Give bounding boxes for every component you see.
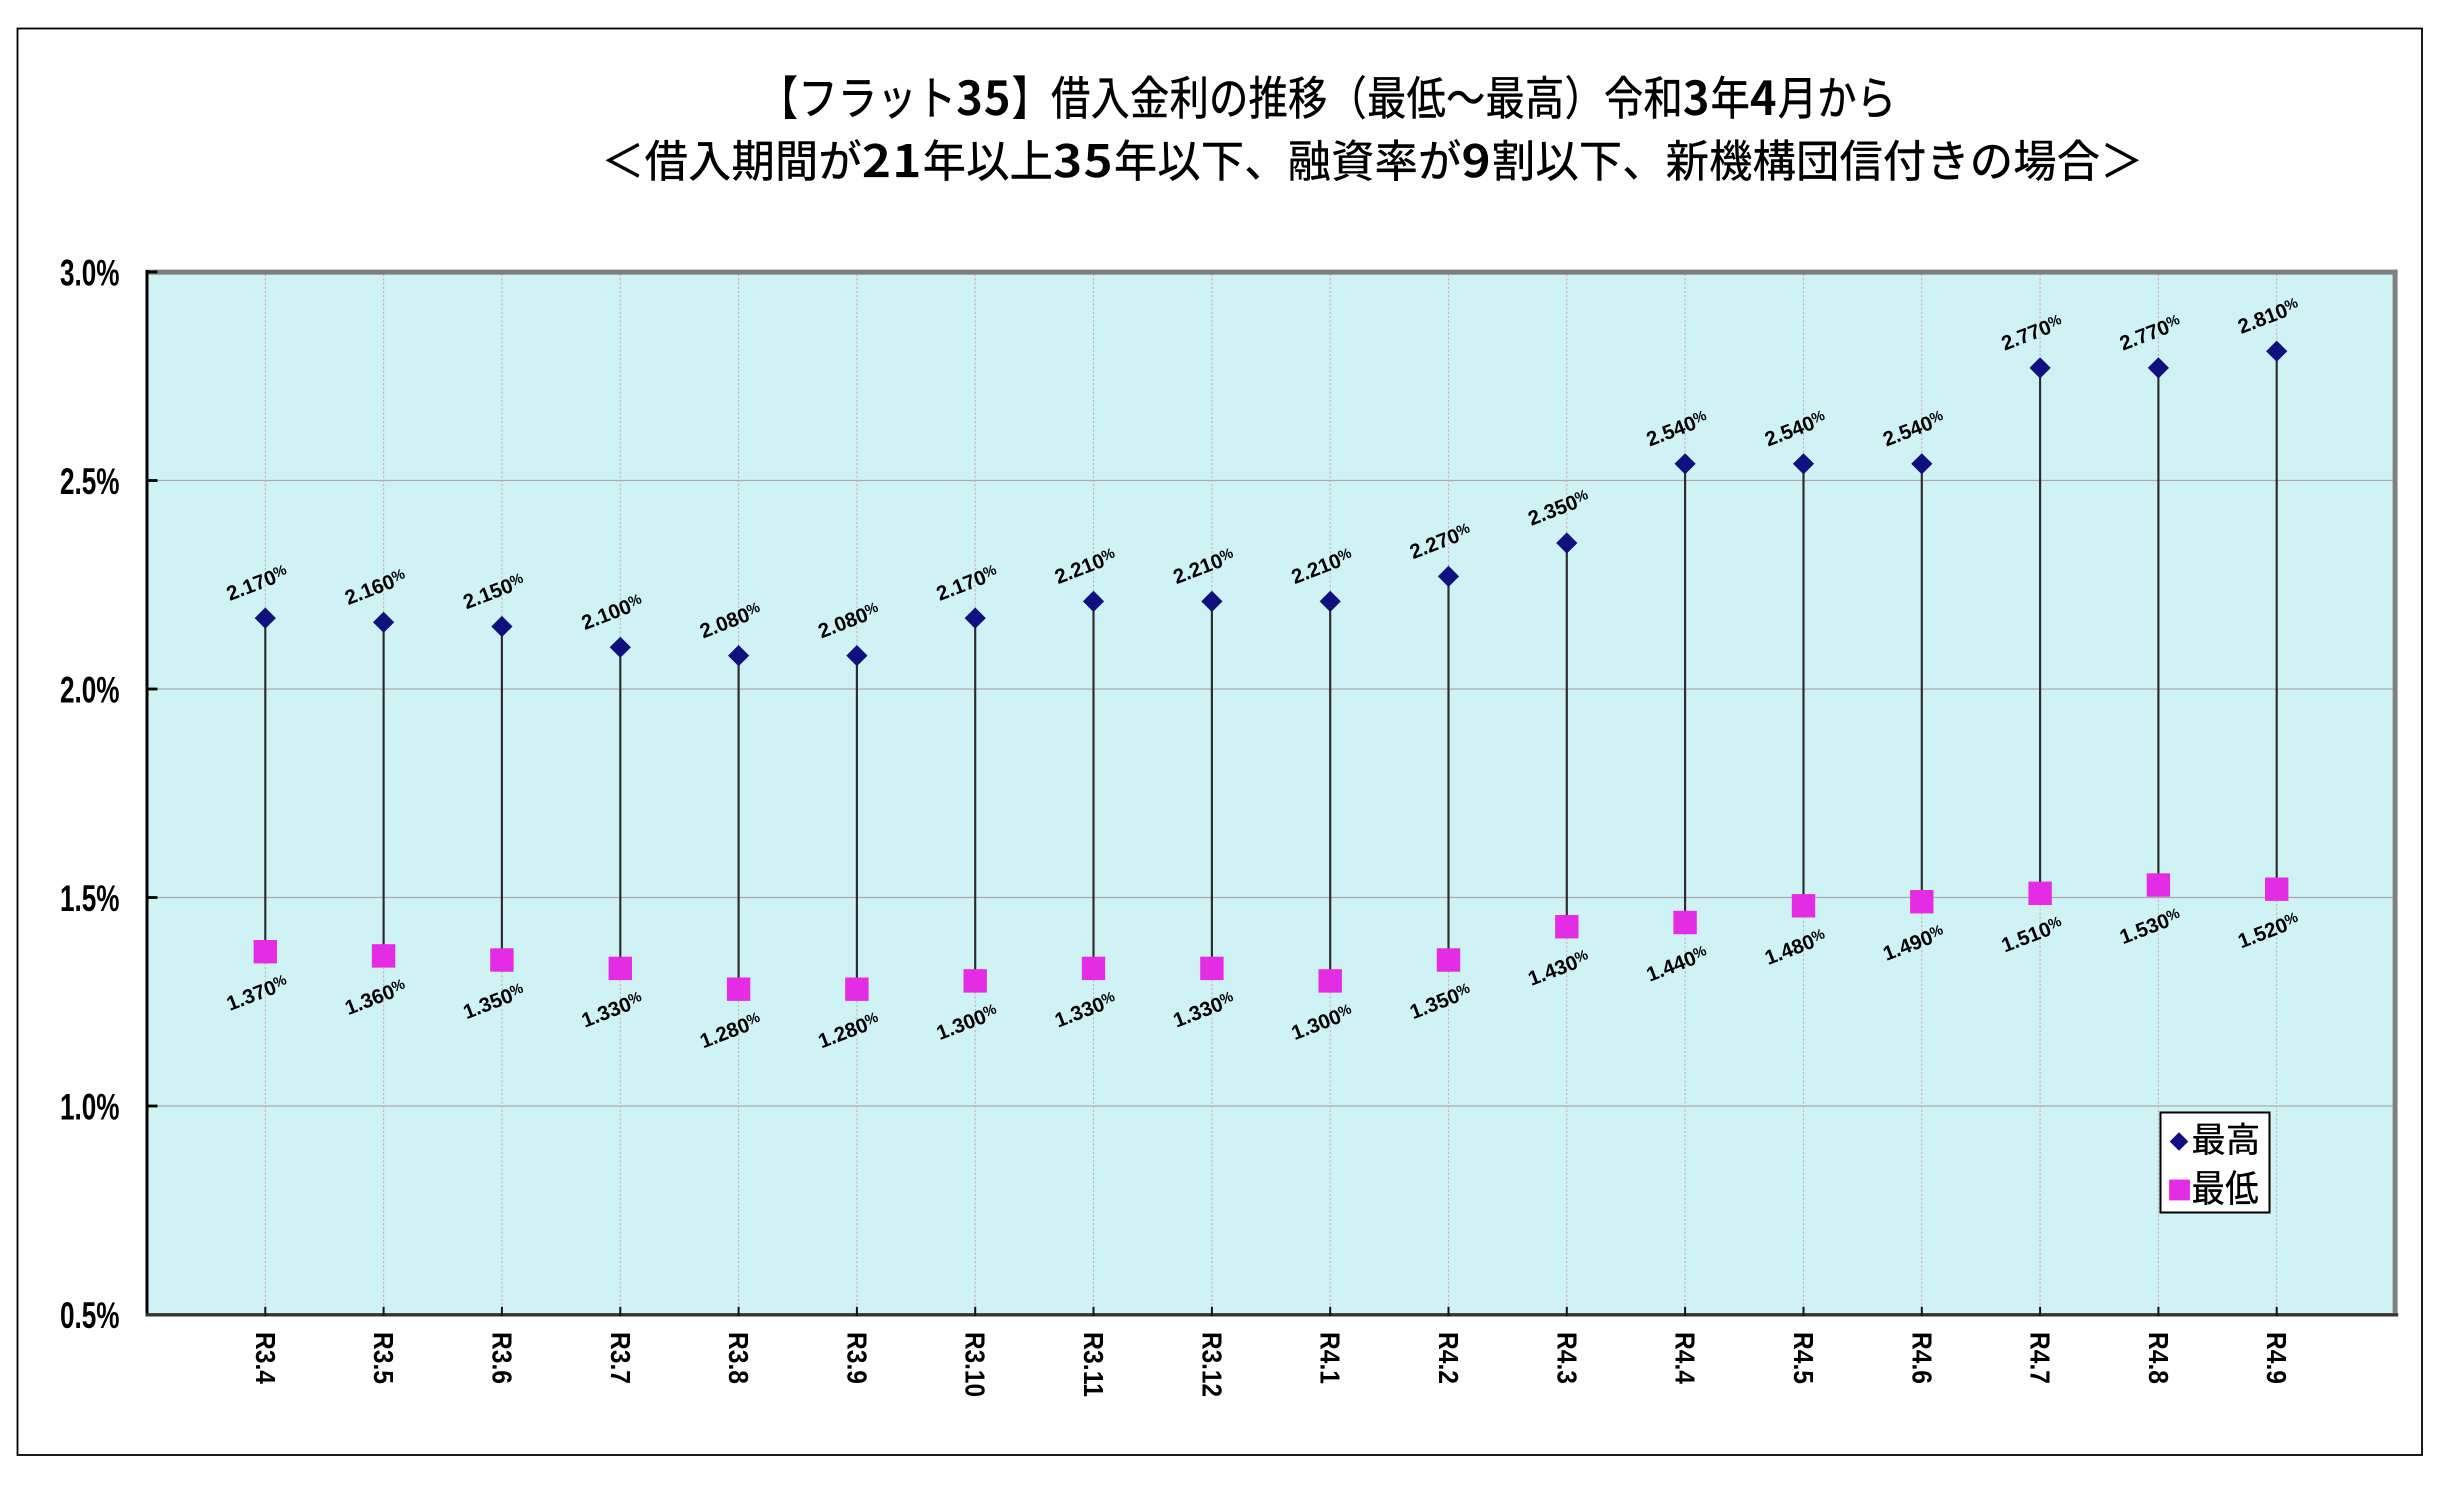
svg-text:%: % <box>1809 926 1827 946</box>
svg-text:2.0%: 2.0% <box>60 668 120 710</box>
svg-text:R4.9: R4.9 <box>2261 1332 2292 1384</box>
svg-text:R3.12: R3.12 <box>1196 1332 1227 1397</box>
svg-text:R4.2: R4.2 <box>1433 1332 1464 1384</box>
svg-text:%: % <box>271 562 289 582</box>
svg-text:%: % <box>1928 922 1946 942</box>
svg-text:%: % <box>508 570 526 590</box>
svg-text:%: % <box>1454 980 1472 1000</box>
svg-text:R3.11: R3.11 <box>1078 1332 1109 1397</box>
svg-text:%: % <box>2283 910 2301 930</box>
svg-text:%: % <box>863 600 881 620</box>
svg-text:%: % <box>626 591 644 611</box>
svg-text:%: % <box>2046 312 2064 332</box>
svg-text:%: % <box>1099 545 1117 565</box>
svg-text:%: % <box>1218 989 1236 1009</box>
svg-text:%: % <box>1218 545 1236 565</box>
svg-text:%: % <box>745 1010 763 1030</box>
svg-text:3.0%: 3.0% <box>60 251 120 293</box>
svg-text:R3.8: R3.8 <box>723 1332 754 1384</box>
svg-text:%: % <box>1099 989 1117 1009</box>
svg-text:1.5%: 1.5% <box>60 877 120 919</box>
svg-text:R3.4: R3.4 <box>250 1332 281 1385</box>
svg-text:R3.6: R3.6 <box>486 1332 517 1384</box>
svg-text:%: % <box>2283 295 2301 315</box>
svg-text:%: % <box>1691 408 1709 428</box>
svg-text:%: % <box>981 1001 999 1021</box>
svg-text:R4.3: R4.3 <box>1551 1332 1582 1384</box>
svg-text:0.5%: 0.5% <box>60 1294 120 1336</box>
svg-text:R4.1: R4.1 <box>1315 1332 1346 1384</box>
svg-text:2.5%: 2.5% <box>60 460 120 502</box>
svg-text:%: % <box>1336 545 1354 565</box>
svg-text:%: % <box>863 1010 881 1030</box>
svg-text:%: % <box>1336 1001 1354 1021</box>
svg-text:R4.5: R4.5 <box>1788 1332 1819 1384</box>
svg-text:%: % <box>390 566 408 586</box>
svg-text:%: % <box>626 989 644 1009</box>
svg-text:%: % <box>745 600 763 620</box>
svg-text:%: % <box>1454 520 1472 540</box>
svg-text:R3.9: R3.9 <box>841 1332 872 1384</box>
svg-text:R4.6: R4.6 <box>1906 1332 1937 1384</box>
svg-text:%: % <box>1573 487 1591 507</box>
svg-text:%: % <box>1573 947 1591 967</box>
svg-text:R4.4: R4.4 <box>1670 1332 1701 1385</box>
svg-text:%: % <box>271 972 289 992</box>
svg-text:%: % <box>1928 408 1946 428</box>
svg-text:%: % <box>508 980 526 1000</box>
svg-text:R3.10: R3.10 <box>960 1332 991 1397</box>
svg-text:1.0%: 1.0% <box>60 1085 120 1127</box>
svg-text:R3.5: R3.5 <box>368 1332 399 1384</box>
svg-text:R4.8: R4.8 <box>2143 1332 2174 1384</box>
svg-text:R3.7: R3.7 <box>605 1332 636 1384</box>
svg-text:%: % <box>981 562 999 582</box>
svg-text:%: % <box>1809 408 1827 428</box>
svg-text:%: % <box>2046 914 2064 934</box>
svg-text:%: % <box>390 976 408 996</box>
svg-text:R4.7: R4.7 <box>2025 1332 2056 1384</box>
svg-text:%: % <box>2164 905 2182 925</box>
svg-text:%: % <box>1691 943 1709 963</box>
svg-text:%: % <box>2164 312 2182 332</box>
